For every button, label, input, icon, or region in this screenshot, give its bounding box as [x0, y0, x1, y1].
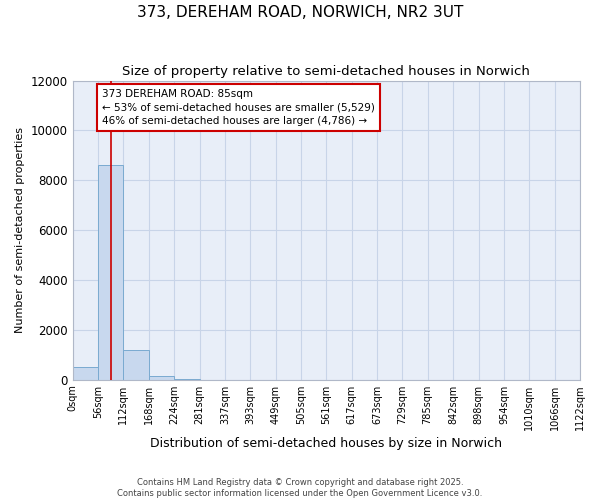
Text: 373, DEREHAM ROAD, NORWICH, NR2 3UT: 373, DEREHAM ROAD, NORWICH, NR2 3UT [137, 5, 463, 20]
Bar [174, 379, 200, 380]
X-axis label: Distribution of semi-detached houses by size in Norwich: Distribution of semi-detached houses by … [150, 437, 502, 450]
Text: 373 DEREHAM ROAD: 85sqm
← 53% of semi-detached houses are smaller (5,529)
46% of: 373 DEREHAM ROAD: 85sqm ← 53% of semi-de… [102, 90, 375, 126]
Bar [73, 367, 98, 380]
Bar [123, 350, 149, 380]
Bar [98, 166, 123, 380]
Y-axis label: Number of semi-detached properties: Number of semi-detached properties [15, 127, 25, 333]
Title: Size of property relative to semi-detached houses in Norwich: Size of property relative to semi-detach… [122, 65, 530, 78]
Text: Contains HM Land Registry data © Crown copyright and database right 2025.
Contai: Contains HM Land Registry data © Crown c… [118, 478, 482, 498]
Bar [149, 376, 174, 380]
